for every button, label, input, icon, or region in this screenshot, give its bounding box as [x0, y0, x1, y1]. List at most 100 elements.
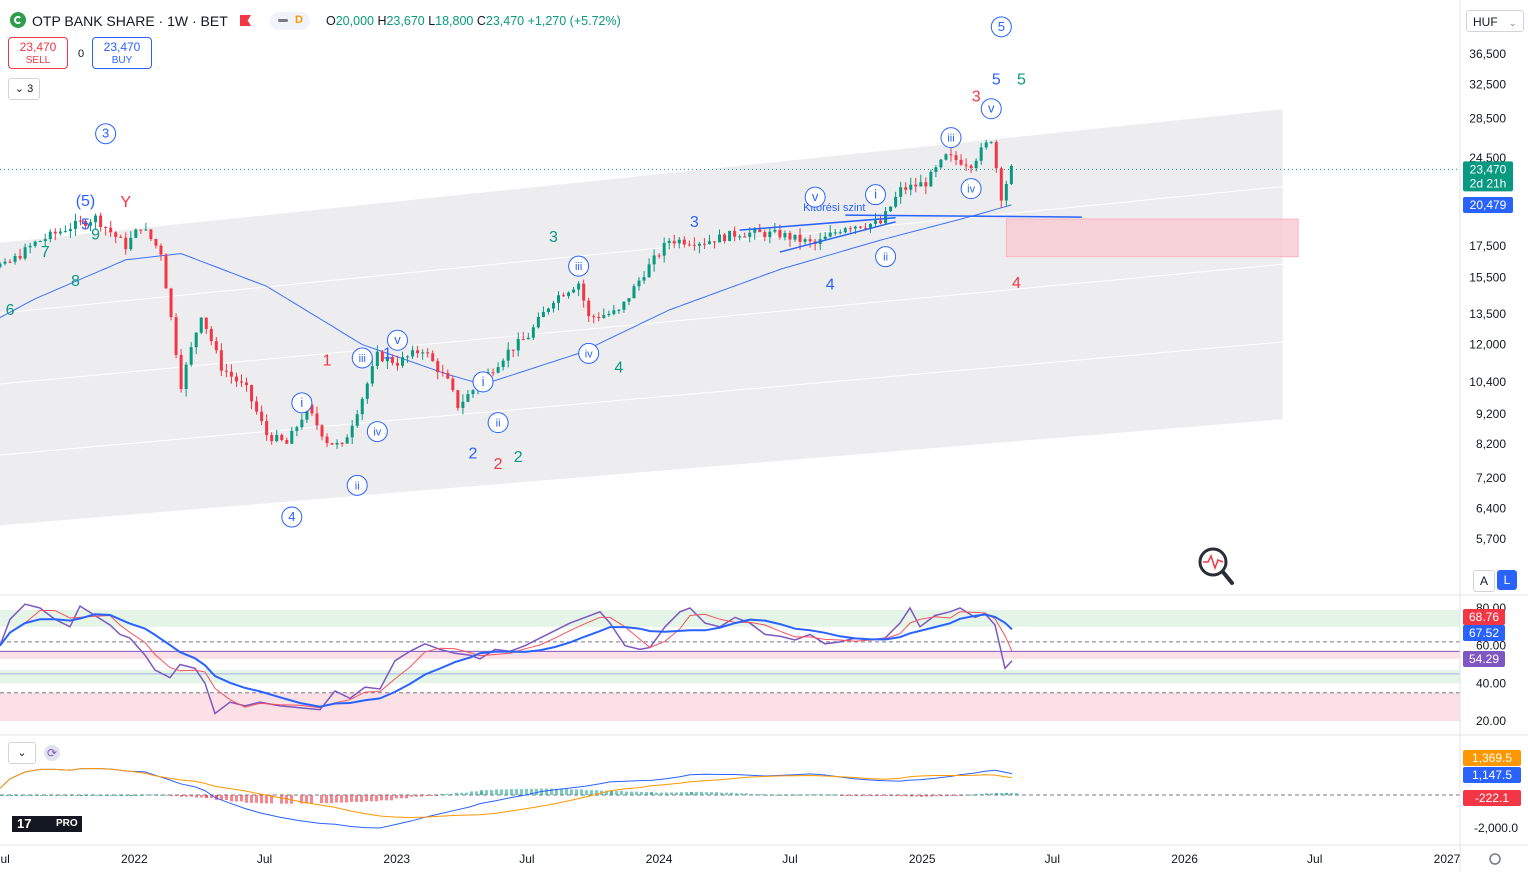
- candle[interactable]: [617, 308, 621, 314]
- candle[interactable]: [406, 355, 410, 363]
- candle[interactable]: [652, 249, 656, 272]
- candle[interactable]: [129, 231, 133, 251]
- wave-label[interactable]: 2: [469, 446, 478, 463]
- candle[interactable]: [139, 229, 143, 235]
- candle[interactable]: [944, 153, 948, 161]
- wave-label[interactable]: 4: [826, 277, 835, 294]
- candle[interactable]: [224, 363, 228, 378]
- candle[interactable]: [13, 253, 17, 265]
- candle[interactable]: [8, 259, 12, 264]
- candle[interactable]: [194, 332, 198, 355]
- candle[interactable]: [788, 230, 792, 247]
- wave-label[interactable]: 4: [1012, 275, 1021, 292]
- wave-label[interactable]: 1: [383, 345, 392, 362]
- candle[interactable]: [612, 304, 616, 316]
- candle[interactable]: [808, 234, 812, 248]
- candle[interactable]: [491, 368, 495, 377]
- candle[interactable]: [451, 375, 455, 393]
- candle[interactable]: [848, 226, 852, 233]
- wave-label[interactable]: 7: [41, 244, 50, 261]
- candle[interactable]: [99, 212, 103, 232]
- candle[interactable]: [325, 433, 329, 448]
- candle[interactable]: [924, 177, 928, 195]
- wave-label[interactable]: 8: [71, 273, 80, 290]
- candle[interactable]: [260, 405, 264, 426]
- candle[interactable]: [677, 237, 681, 249]
- candle[interactable]: [526, 332, 530, 340]
- candle[interactable]: [275, 429, 279, 443]
- wave-label[interactable]: iii: [568, 255, 590, 277]
- candle[interactable]: [89, 219, 93, 232]
- candle[interactable]: [395, 355, 399, 371]
- candle[interactable]: [803, 237, 807, 245]
- candle[interactable]: [335, 439, 339, 449]
- wave-label[interactable]: 3: [690, 214, 699, 231]
- candle[interactable]: [909, 177, 913, 196]
- candle[interactable]: [562, 292, 566, 297]
- wave-label[interactable]: iii: [940, 127, 962, 149]
- candle[interactable]: [572, 287, 576, 294]
- candle[interactable]: [723, 233, 727, 244]
- candle[interactable]: [245, 377, 249, 392]
- candle[interactable]: [149, 229, 153, 242]
- candle[interactable]: [733, 226, 737, 242]
- candle[interactable]: [94, 213, 98, 230]
- indicators-collapse-button[interactable]: ⌄ 3: [8, 78, 40, 100]
- wave-label[interactable]: 5: [1017, 72, 1026, 89]
- candle[interactable]: [879, 215, 883, 225]
- candle[interactable]: [496, 362, 500, 374]
- candle[interactable]: [697, 241, 701, 254]
- flag-icon[interactable]: [240, 15, 251, 26]
- wave-label[interactable]: 2: [494, 456, 503, 473]
- candle[interactable]: [738, 234, 742, 241]
- candle[interactable]: [521, 332, 525, 341]
- breakout-level-line[interactable]: [845, 214, 1082, 218]
- settings-gear-icon[interactable]: [1489, 853, 1501, 865]
- candle[interactable]: [28, 242, 32, 254]
- candle[interactable]: [531, 324, 535, 341]
- candle[interactable]: [899, 181, 903, 204]
- candle[interactable]: [501, 358, 505, 371]
- candle[interactable]: [843, 226, 847, 234]
- wave-label[interactable]: 5: [990, 16, 1012, 38]
- buy-button[interactable]: 23,470 BUY: [92, 37, 152, 69]
- wave-label[interactable]: iii: [351, 347, 373, 369]
- wave-label[interactable]: 5: [81, 217, 90, 234]
- candle[interactable]: [682, 236, 686, 248]
- candle[interactable]: [431, 350, 435, 362]
- candle[interactable]: [687, 240, 691, 247]
- candle[interactable]: [43, 233, 47, 247]
- wave-label[interactable]: 3: [972, 89, 981, 106]
- candle[interactable]: [401, 351, 405, 368]
- wave-label[interactable]: 2: [514, 449, 523, 466]
- candle[interactable]: [154, 238, 158, 249]
- candle[interactable]: [929, 169, 933, 187]
- candle[interactable]: [119, 234, 123, 238]
- candle[interactable]: [385, 352, 389, 369]
- candle[interactable]: [984, 139, 988, 150]
- candle[interactable]: [783, 230, 787, 241]
- candle[interactable]: [3, 258, 7, 266]
- candle[interactable]: [577, 281, 581, 297]
- wave-label[interactable]: 4: [614, 359, 623, 376]
- rsi-ma-line[interactable]: [0, 613, 1013, 708]
- candle[interactable]: [380, 349, 384, 363]
- sell-button[interactable]: 23,470 SELL: [8, 37, 68, 69]
- candle[interactable]: [718, 229, 722, 243]
- candle[interactable]: [959, 154, 963, 166]
- candle[interactable]: [219, 343, 223, 377]
- candle[interactable]: [330, 442, 334, 445]
- candle[interactable]: [607, 310, 611, 317]
- candle[interactable]: [199, 317, 203, 335]
- candle[interactable]: [421, 349, 425, 360]
- candle[interactable]: [461, 394, 465, 415]
- candle[interactable]: [707, 234, 711, 245]
- candle[interactable]: [582, 279, 586, 308]
- candle[interactable]: [954, 151, 958, 166]
- candle[interactable]: [265, 414, 269, 441]
- candle[interactable]: [642, 271, 646, 284]
- wave-label[interactable]: 3: [95, 123, 117, 145]
- candle[interactable]: [672, 234, 676, 248]
